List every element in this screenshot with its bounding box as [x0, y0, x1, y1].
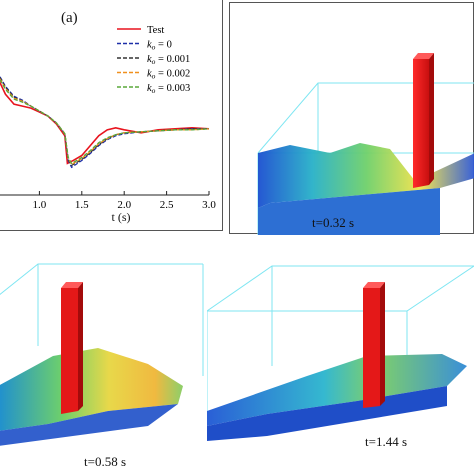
axis-layer: 1.0 1.5 2.0 2.5 3.0	[0, 191, 216, 211]
water-surface	[207, 354, 467, 441]
series-layer	[0, 75, 210, 169]
legend-label: ko = 0.003	[147, 83, 190, 95]
obstacle-column	[413, 53, 434, 188]
tank-wireframe	[0, 263, 204, 376]
legend-label: ko = 0	[147, 40, 172, 52]
chart-legend: Test ko = 0 ko = 0.001 ko = 0.002 ko = 0.003	[117, 25, 190, 95]
x-tick-label: 3.0	[202, 199, 216, 211]
snapshot-1-render	[257, 53, 474, 235]
panel-label: (a)	[61, 10, 78, 26]
time-label: t=0.32 s	[312, 215, 355, 230]
x-tick-label: 2.5	[160, 199, 174, 211]
snapshot-panel-2: t=0.58 s	[0, 236, 205, 474]
snapshot-3-render	[207, 265, 474, 441]
legend-label: ko = 0.001	[147, 54, 190, 66]
chart-svg: 1.0 1.5 2.0 2.5 3.0 Test ko = 0 ko = 0.001 ko =…	[0, 10, 216, 224]
snapshot-panel-3: t=1.44 s	[207, 236, 474, 474]
x-axis-label: t (s)	[112, 210, 131, 224]
legend-label: Test	[147, 25, 164, 36]
obstacle-column	[363, 282, 385, 408]
water-surface	[258, 143, 474, 235]
legend-label: ko = 0.002	[147, 69, 190, 81]
water-surface	[0, 348, 183, 446]
series-line	[0, 78, 210, 165]
chart-panel-a: 1.0 1.5 2.0 2.5 3.0 Test ko = 0 ko = 0.001 ko =…	[0, 0, 223, 231]
x-tick-label: 1.0	[33, 199, 47, 211]
x-tick-label: 2.0	[117, 199, 131, 211]
obstacle-column	[61, 282, 83, 414]
time-label: t=0.58 s	[84, 454, 127, 469]
x-tick-label: 1.5	[75, 199, 89, 211]
snapshot-panel-1: t=0.32 s	[229, 2, 474, 235]
snapshot-2-render	[0, 263, 204, 446]
time-label: t=1.44 s	[365, 434, 408, 449]
